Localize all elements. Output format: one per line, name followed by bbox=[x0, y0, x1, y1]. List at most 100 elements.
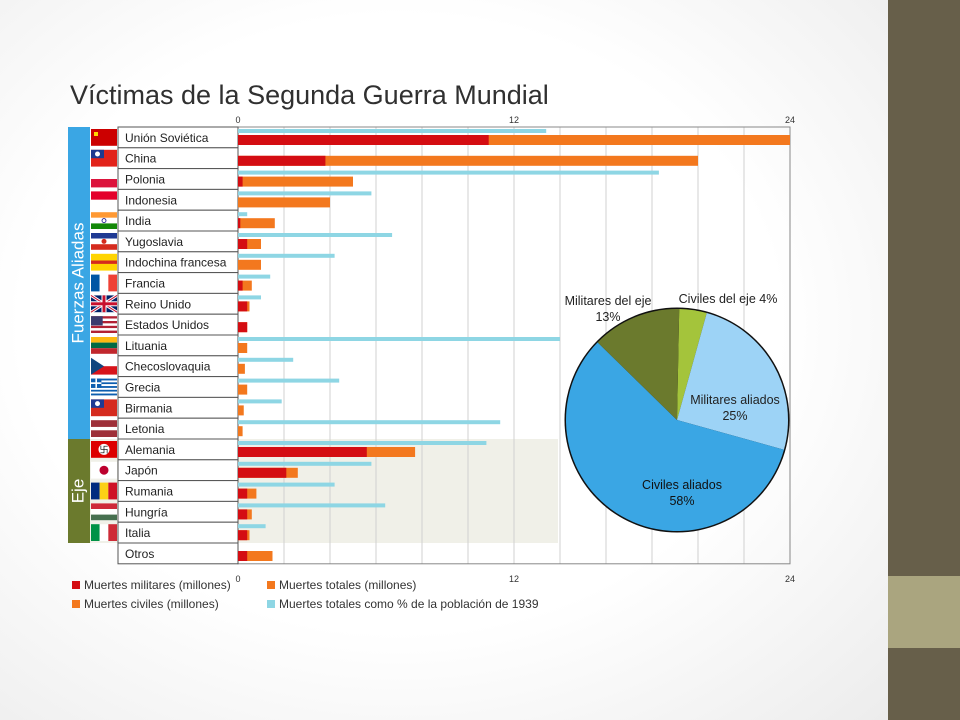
page-title: Víctimas de la Segunda Guerra Mundial bbox=[70, 80, 549, 110]
group-bar-axis bbox=[68, 439, 90, 543]
bar-military-deaths bbox=[238, 218, 241, 229]
flag-indonesia-icon bbox=[91, 191, 117, 209]
bar-percent-population bbox=[238, 503, 386, 508]
pie-slice-label: Militares aliados 25% bbox=[690, 393, 780, 423]
bar-percent-population bbox=[238, 441, 487, 445]
bar-military-deaths bbox=[238, 155, 326, 166]
x-tick-label-top: 24 bbox=[785, 115, 795, 125]
bar-total-deaths bbox=[238, 363, 245, 374]
category-label: Indochina francesa bbox=[125, 256, 227, 270]
flag-germany-icon: 卐 bbox=[91, 441, 117, 458]
bar-military-deaths bbox=[238, 239, 248, 249]
flag-uk-icon bbox=[90, 294, 118, 314]
legend-label: Muertes totales como % de la población d… bbox=[279, 597, 539, 611]
category-label: Japón bbox=[125, 464, 158, 478]
category-label: Yugoslavia bbox=[125, 235, 183, 249]
category-label: Grecia bbox=[125, 381, 161, 395]
bar-total-deaths bbox=[238, 551, 273, 561]
flag-italy-icon bbox=[91, 524, 117, 541]
bar-percent-population bbox=[238, 253, 335, 258]
category-label: Birmania bbox=[125, 401, 173, 415]
pie-slice bbox=[597, 308, 680, 420]
bar-military-deaths bbox=[238, 447, 367, 457]
bar-military-deaths bbox=[238, 301, 248, 312]
bar-percent-population bbox=[238, 524, 266, 529]
category-label: Letonia bbox=[125, 422, 165, 436]
flag-hungary-icon bbox=[91, 503, 117, 521]
pie-slice bbox=[677, 313, 788, 450]
x-tick-label-bottom: 12 bbox=[509, 574, 519, 584]
pie-slice-label: Civiles del eje 4% bbox=[679, 292, 778, 306]
bar-military-deaths bbox=[238, 530, 248, 541]
flag-usa-icon bbox=[91, 316, 117, 333]
bar-total-deaths bbox=[238, 259, 261, 270]
bar-total-deaths bbox=[238, 176, 353, 187]
bar-percent-population bbox=[238, 482, 335, 487]
bar-total-deaths bbox=[238, 280, 252, 291]
bar-percent-population bbox=[238, 378, 340, 383]
bar-military-deaths bbox=[238, 488, 248, 499]
category-label: Estados Unidos bbox=[125, 318, 209, 332]
category-label: Lituania bbox=[125, 339, 167, 353]
category-label: Polonia bbox=[125, 173, 165, 187]
legend-swatch bbox=[72, 581, 80, 589]
legend-swatch bbox=[267, 600, 275, 608]
flag-japan-icon bbox=[91, 461, 117, 479]
category-label: Reino Unido bbox=[125, 297, 191, 311]
bar-percent-population bbox=[238, 461, 372, 466]
pie-slice bbox=[677, 309, 707, 420]
bar-military-deaths bbox=[238, 280, 243, 291]
bar-percent-population bbox=[238, 357, 294, 362]
bar-percent-population bbox=[238, 129, 547, 133]
flag-romania-icon bbox=[91, 482, 117, 500]
pie-slice-label: Militares del eje 13% bbox=[565, 294, 652, 324]
bar-military-deaths bbox=[238, 509, 248, 520]
bar-military-deaths bbox=[238, 551, 248, 561]
legend-swatch bbox=[267, 581, 275, 589]
bar-military-deaths bbox=[238, 135, 489, 145]
flag-latvia-icon bbox=[91, 420, 117, 437]
flag-greece-icon bbox=[91, 378, 117, 396]
group-label: Fuerzas Aliadas bbox=[68, 223, 87, 344]
category-label: Italia bbox=[125, 526, 151, 540]
category-label: Alemania bbox=[125, 443, 175, 457]
category-label: China bbox=[125, 152, 157, 166]
legend-label: Muertes militares (millones) bbox=[84, 578, 231, 592]
bar-military-deaths bbox=[238, 322, 248, 333]
flag-lithuania-icon bbox=[91, 337, 117, 354]
flag-france-icon bbox=[91, 274, 117, 292]
flag-czechoslovakia-icon bbox=[91, 357, 117, 375]
pie-slice bbox=[566, 342, 784, 532]
bar-total-deaths bbox=[238, 218, 275, 229]
x-tick-label-bottom: 0 bbox=[235, 574, 240, 584]
bar-percent-population bbox=[238, 212, 248, 217]
bar-total-deaths bbox=[238, 426, 243, 437]
bar-percent-population bbox=[238, 420, 501, 425]
flag-burma-icon bbox=[91, 399, 117, 417]
bar-total-deaths bbox=[238, 197, 330, 208]
bar-total-deaths bbox=[238, 135, 790, 145]
x-tick-label-top: 12 bbox=[509, 115, 519, 125]
bar-percent-population bbox=[238, 233, 393, 237]
x-tick-label-bottom: 24 bbox=[785, 574, 795, 584]
category-label: Rumania bbox=[125, 485, 173, 499]
flag-yugoslavia-icon bbox=[91, 233, 117, 250]
category-label: Otros bbox=[125, 547, 154, 561]
bar-military-deaths bbox=[238, 467, 287, 478]
category-label: Checoslovaquia bbox=[125, 360, 211, 374]
group-bar-allied bbox=[68, 127, 90, 439]
bar-total-deaths bbox=[238, 155, 698, 166]
flag-vietnam-icon bbox=[91, 253, 117, 271]
bar-percent-population bbox=[238, 170, 659, 175]
bar-total-deaths bbox=[238, 405, 244, 416]
category-label: India bbox=[125, 214, 151, 228]
bar-total-deaths bbox=[238, 384, 248, 395]
bar-percent-population bbox=[238, 191, 372, 196]
bar-percent-population bbox=[238, 295, 261, 300]
category-label: Unión Soviética bbox=[125, 131, 209, 145]
x-tick-label-top: 0 bbox=[235, 115, 240, 125]
bar-total-deaths bbox=[238, 239, 261, 249]
flag-china-icon bbox=[91, 149, 117, 167]
pie-slice-label: Civiles aliados 58% bbox=[642, 478, 722, 508]
